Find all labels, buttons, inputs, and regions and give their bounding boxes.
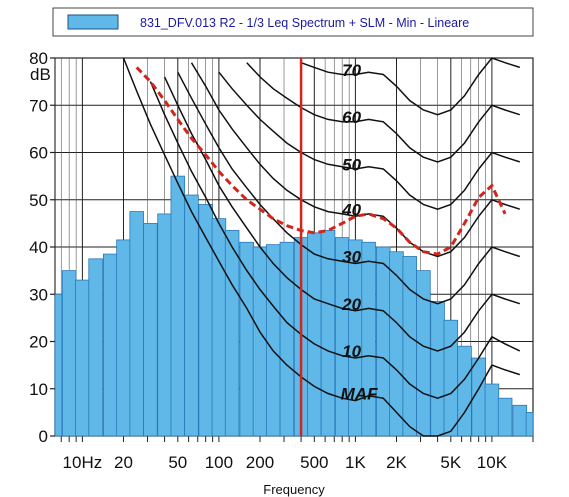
- spectrum-bar: [157, 213, 172, 437]
- y-tick-label: 0: [39, 427, 48, 446]
- x-tick-label: 2K: [386, 453, 407, 472]
- legend-box: [52, 7, 534, 37]
- spectrum-bar: [54, 293, 63, 437]
- curve-label-50: 50: [342, 155, 361, 174]
- equal-loudness-curves: [122, 57, 521, 437]
- curve-labels: 70 60 50 40 30 20 10 MAF: [341, 61, 378, 404]
- x-tick-label: 20: [114, 453, 133, 472]
- bars: [54, 175, 534, 437]
- x-tick-label: 10Hz: [63, 453, 103, 472]
- y-tick-label: 80: [29, 49, 48, 68]
- loudness-curve-60: [246, 62, 521, 163]
- spectrum-bar: [116, 239, 131, 437]
- loudness-curve-10: [149, 81, 521, 399]
- x-axis-label: Frequency: [263, 482, 325, 497]
- spectrum-bar: [512, 404, 528, 437]
- x-ticks: 10Hz 20 50 100 200 500 1K 2K 5K 10K: [63, 453, 508, 472]
- spectrum-bar: [88, 258, 103, 437]
- spectrum-bar: [443, 319, 459, 437]
- y-tick-label: 60: [29, 144, 48, 163]
- legend-swatch: [67, 14, 119, 30]
- loudness-curve-40: [190, 62, 521, 258]
- loudness-curve-70: [300, 57, 521, 116]
- spectrum-bar: [430, 300, 445, 437]
- spectrum-bar: [75, 279, 90, 437]
- x-tick-label: 500: [300, 453, 328, 472]
- spectrum-bar: [376, 246, 391, 437]
- x-tick-label: 1K: [345, 453, 366, 472]
- spectrum-bar: [361, 241, 376, 437]
- y-tick-label: 50: [29, 191, 48, 210]
- loudness-curve-maf: [122, 57, 521, 437]
- spectrum-bar: [129, 211, 144, 437]
- spectrum-bar: [252, 246, 268, 437]
- spectrum-bar: [198, 204, 213, 437]
- spectrum-bar: [279, 241, 295, 437]
- curve-label-10: 10: [342, 342, 361, 361]
- curve-label-20: 20: [341, 295, 361, 314]
- legend-label: 831_DFV.013 R2 - 1/3 Leq Spectrum + SLM …: [140, 16, 469, 30]
- spectrum-bar: [61, 270, 77, 437]
- y-tick-label: 40: [29, 238, 48, 257]
- y-tick-label: 20: [29, 333, 48, 352]
- y-tick-label: 10: [29, 380, 48, 399]
- threshold-curve: [135, 66, 507, 256]
- y-tick-label: 30: [29, 285, 48, 304]
- loudness-curve-50: [218, 71, 521, 210]
- spectrum-bar: [497, 397, 513, 437]
- curve-label-70: 70: [342, 61, 361, 80]
- legend: 831_DFV.013 R2 - 1/3 Leq Spectrum + SLM …: [52, 7, 534, 37]
- loudness-curve-20: [163, 76, 521, 352]
- y-axis-label: dB: [30, 65, 51, 84]
- x-tick-label: 100: [205, 453, 233, 472]
- spectrum-bar: [184, 194, 199, 437]
- curve-label-maf: MAF: [341, 385, 378, 404]
- curve-label-40: 40: [341, 200, 361, 219]
- x-tick-label: 200: [246, 453, 274, 472]
- spectrum-bar: [334, 237, 350, 437]
- spectrum-bar: [103, 253, 118, 437]
- x-tick-label: 5K: [440, 453, 461, 472]
- spectrum-bar: [265, 244, 281, 437]
- spectrum-bar: [170, 175, 186, 437]
- x-tick-label: 10K: [477, 453, 508, 472]
- spectrum-bar: [224, 230, 240, 437]
- curve-label-60: 60: [342, 108, 361, 127]
- spectrum-bar: [457, 345, 472, 437]
- spectrum-bar: [484, 383, 500, 437]
- y-tick-label: 70: [29, 96, 48, 115]
- spectrum-bar: [143, 222, 158, 437]
- x-tick-label: 50: [168, 453, 187, 472]
- plot-area: 70 60 50 40 30 20 10 MAF: [54, 57, 534, 442]
- spectrum-bar: [389, 251, 404, 437]
- y-ticks: 0 10 20 30 40 50 60 70 80: [29, 49, 55, 446]
- threshold-curve-line: [135, 66, 507, 256]
- spectrum-bar: [307, 232, 322, 437]
- loudness-curve-30: [177, 71, 521, 305]
- spectrum-bar: [320, 230, 336, 437]
- spectrum-bar: [525, 411, 534, 437]
- spectrum-bar: [348, 239, 363, 437]
- curve-label-30: 30: [342, 248, 361, 267]
